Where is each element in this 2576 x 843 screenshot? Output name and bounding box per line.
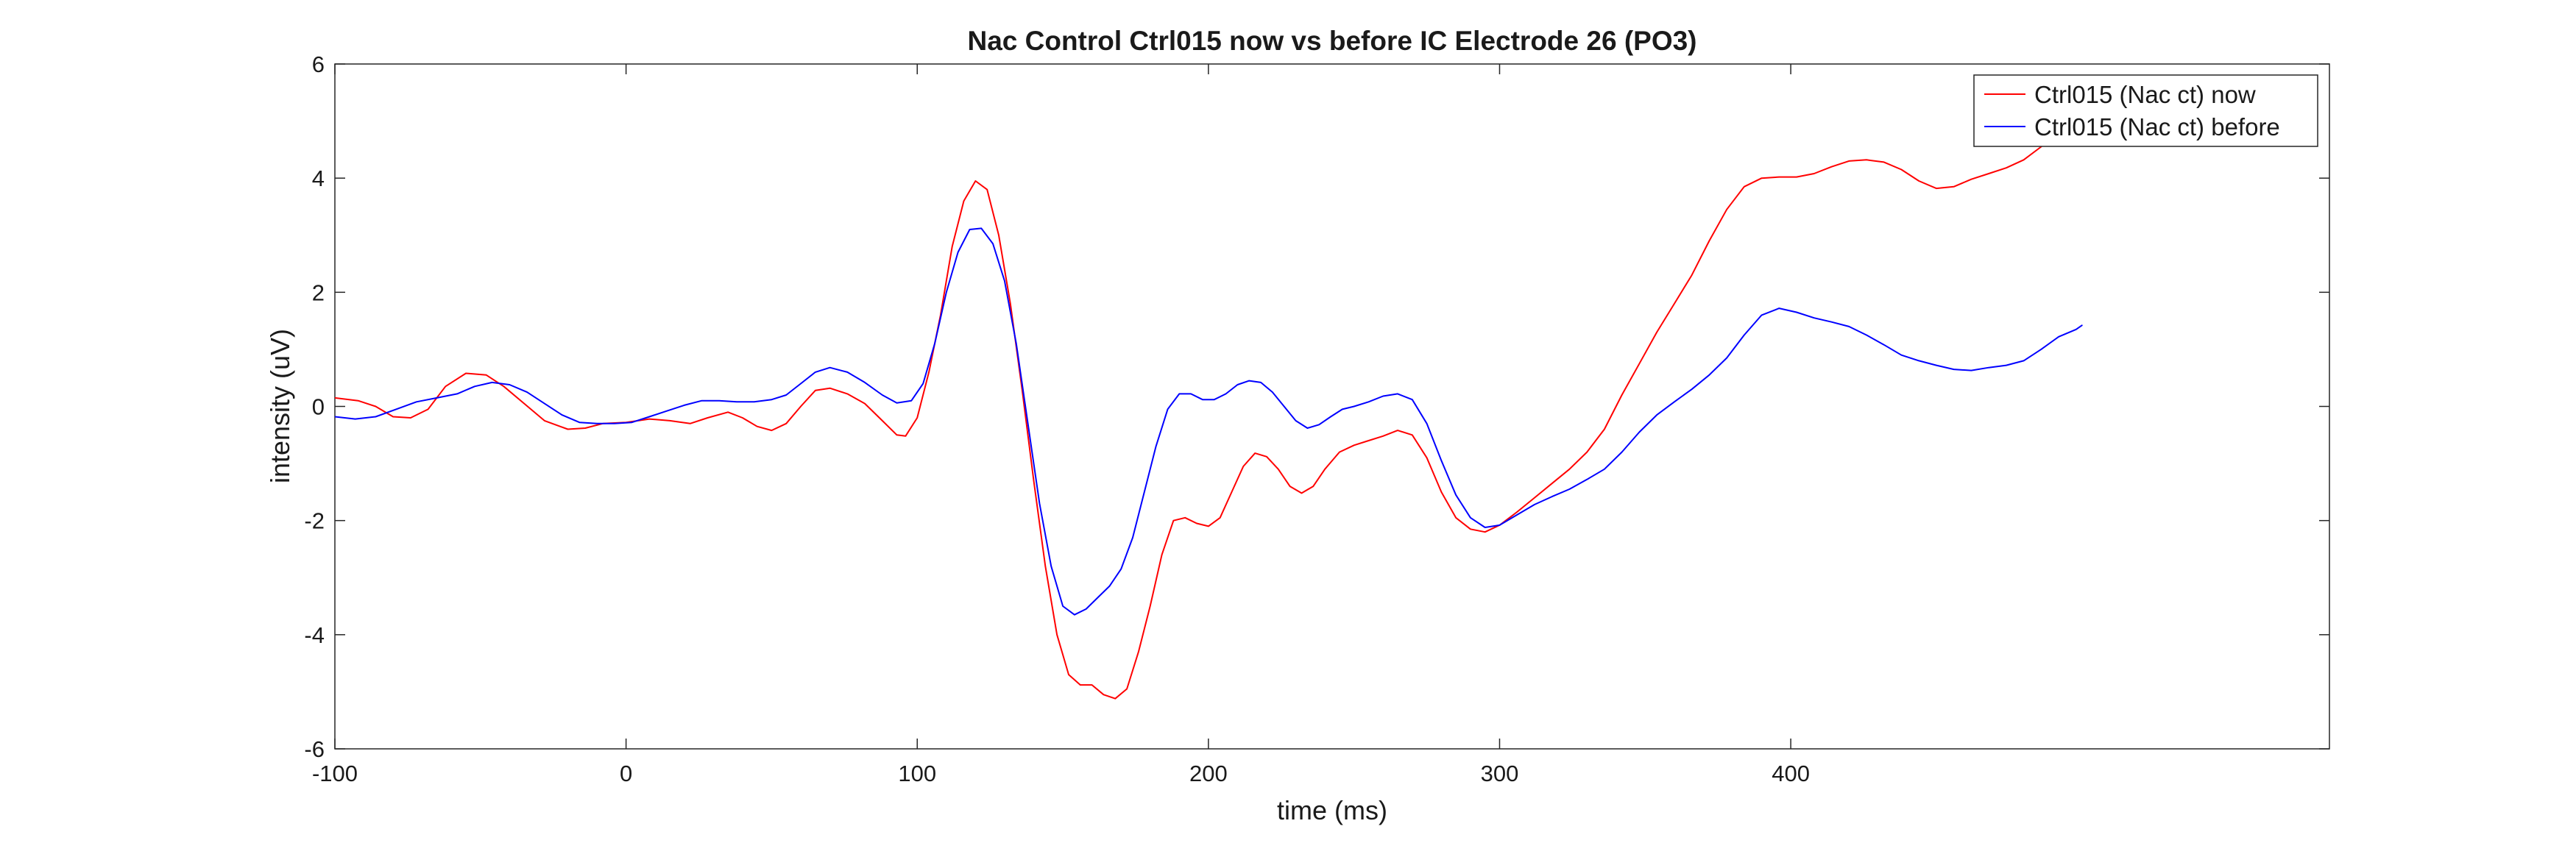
series-line-before [335, 227, 2083, 616]
x-tick-label: -100 [312, 761, 358, 786]
legend: Ctrl015 (Nac ct) now Ctrl015 (Nac ct) be… [1973, 74, 2318, 147]
series-layer [335, 117, 2083, 700]
y-axis: -6 -4 -2 0 2 4 6 [304, 51, 2329, 762]
y-tick-label: 2 [312, 280, 325, 305]
chart-title: Nac Control Ctrl015 now vs before IC Ele… [967, 26, 1696, 56]
x-tick-label: 100 [898, 761, 936, 786]
series-line-now [335, 117, 2077, 700]
x-tick-label: 0 [620, 761, 632, 786]
y-tick-label: -6 [304, 736, 325, 762]
x-axis-label: time (ms) [1277, 795, 1387, 825]
y-tick-label: 0 [312, 394, 325, 420]
legend-label-before: Ctrl015 (Nac ct) before [2034, 113, 2280, 140]
y-tick-label: 4 [312, 166, 325, 191]
y-tick-label: -4 [304, 622, 325, 648]
legend-label-now: Ctrl015 (Nac ct) now [2034, 81, 2256, 108]
legend-box [1973, 74, 2318, 147]
y-tick-label: -2 [304, 508, 325, 534]
y-tick-label: 6 [312, 51, 325, 77]
x-tick-label: 200 [1189, 761, 1228, 786]
x-tick-label: 400 [1772, 761, 1810, 786]
x-axis: -100 0 100 200 300 400 [312, 64, 1810, 786]
plot-area [334, 63, 2330, 750]
y-axis-label: intensity (uV) [265, 329, 295, 483]
x-tick-label: 300 [1481, 761, 1519, 786]
